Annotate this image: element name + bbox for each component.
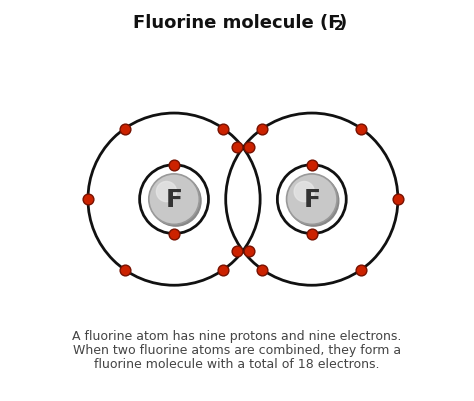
Point	[219, 267, 227, 273]
Point	[357, 126, 365, 132]
Text: A fluorine atom has nine protons and nine electrons.: A fluorine atom has nine protons and nin…	[73, 329, 401, 342]
Circle shape	[294, 182, 314, 202]
Point	[246, 248, 253, 254]
Point	[170, 231, 178, 237]
Circle shape	[287, 174, 337, 225]
Point	[233, 145, 240, 151]
Circle shape	[288, 176, 339, 227]
Text: ): )	[339, 14, 347, 32]
Circle shape	[156, 182, 177, 202]
Text: fluorine molecule with a total of 18 electrons.: fluorine molecule with a total of 18 ele…	[94, 357, 380, 370]
Point	[394, 196, 401, 203]
Point	[84, 196, 92, 203]
Point	[308, 231, 316, 237]
Point	[308, 162, 316, 168]
Point	[357, 267, 365, 273]
Text: Fluorine molecule (F: Fluorine molecule (F	[133, 14, 341, 32]
Point	[259, 267, 266, 273]
Text: When two fluorine atoms are combined, they form a: When two fluorine atoms are combined, th…	[73, 343, 401, 356]
Point	[219, 126, 227, 132]
Point	[121, 267, 128, 273]
Circle shape	[151, 176, 201, 227]
Text: F: F	[303, 188, 320, 212]
Point	[246, 145, 253, 151]
Point	[170, 162, 178, 168]
Point	[233, 248, 240, 254]
Point	[259, 126, 266, 132]
Text: F: F	[165, 188, 182, 212]
Text: 2: 2	[334, 19, 344, 33]
Point	[121, 126, 128, 132]
Circle shape	[149, 174, 199, 225]
